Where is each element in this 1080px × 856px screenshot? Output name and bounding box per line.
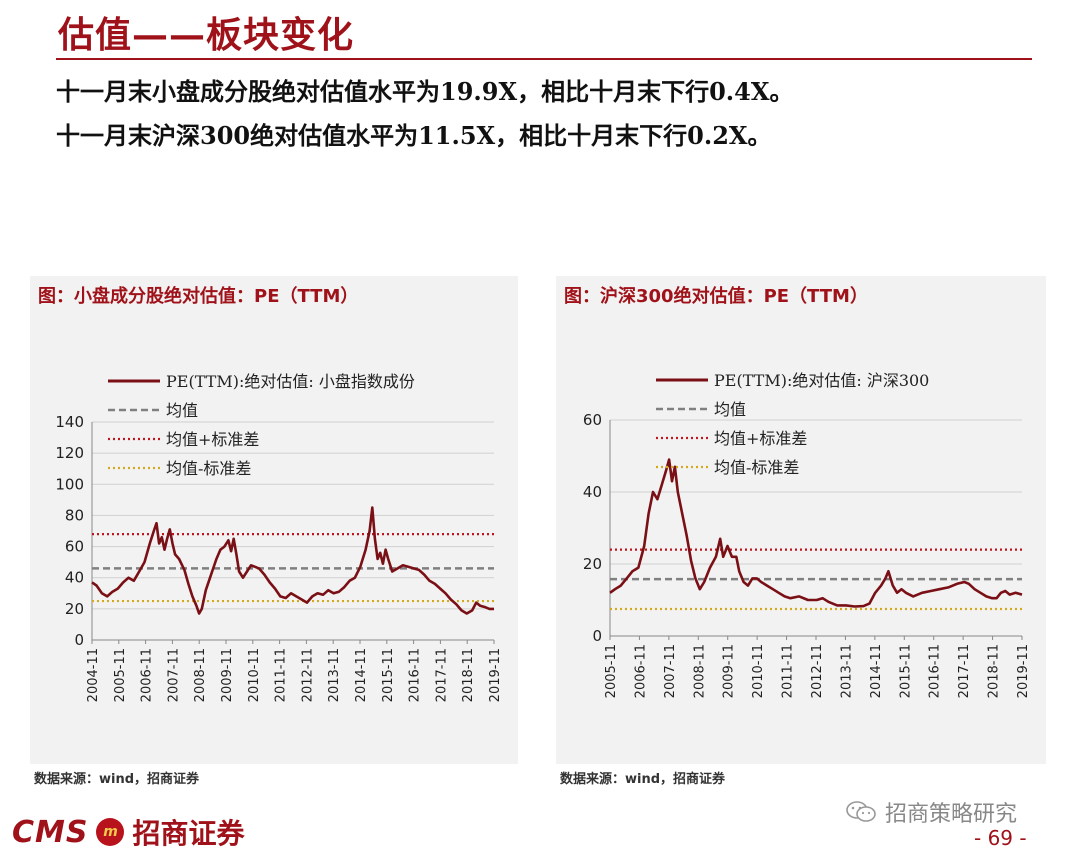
x-tick-label: 2015-11 [898, 644, 913, 698]
legend-label: 均值+标准差 [166, 430, 259, 449]
summary-line-csi300: 十一月末沪深300绝对估值水平为11.5X，相比十月末下行0.2X。 [56, 121, 772, 150]
x-tick-label: 2010-11 [247, 648, 262, 702]
y-tick-label: 80 [65, 506, 84, 524]
wechat-account-name: 招商策略研究 [885, 802, 1018, 827]
x-tick-label: 2012-11 [300, 648, 315, 702]
wechat-icon [846, 801, 876, 822]
x-tick-label: 2004-11 [86, 648, 101, 702]
x-tick-label: 2006-11 [633, 644, 648, 698]
x-tick-label: 2009-11 [220, 648, 235, 702]
data-source-note: 数据来源：wind，招商证券 [560, 772, 726, 787]
chart-caption: 图：小盘成分股绝对估值：PE（TTM） [38, 286, 359, 307]
y-tick-label: 140 [55, 413, 84, 431]
title-rule [56, 58, 1032, 60]
x-tick-label: 2019-11 [488, 648, 503, 702]
legend-label: 均值 [714, 400, 746, 419]
x-tick-label: 2013-11 [327, 648, 342, 702]
chart-panel-small-cap: 图：小盘成分股绝对估值：PE（TTM） 0 20 40 60 80 100 120 140 20… [30, 276, 518, 764]
x-tick-label: 2011-11 [274, 648, 289, 702]
y-tick-label: 60 [583, 411, 602, 429]
x-tick-label: 2008-11 [193, 648, 208, 702]
logo-badge-icon: m [96, 818, 125, 846]
x-tick-label: 2005-11 [113, 648, 128, 702]
legend-label: 均值+标准差 [714, 429, 807, 448]
page-number: - 69 - [974, 826, 1027, 850]
series-line [91, 506, 494, 615]
x-tick-label: 2016-11 [408, 648, 423, 702]
y-tick-label: 60 [65, 538, 84, 556]
x-tick-label: 2018-11 [987, 644, 1002, 698]
y-tick-label: 0 [74, 631, 84, 649]
y-tick-label: 20 [583, 555, 602, 573]
x-tick-label: 2009-11 [722, 644, 737, 698]
x-tick-label: 2016-11 [928, 644, 943, 698]
page-title: 估值——板块变化 [58, 14, 355, 56]
x-tick-label: 2008-11 [692, 644, 707, 698]
y-tick-label: 40 [65, 569, 84, 587]
x-tick-label: 2011-11 [781, 644, 796, 698]
legend-label: 均值-标准差 [166, 459, 251, 478]
legend-label: 均值-标准差 [714, 458, 799, 477]
x-tick-label: 2012-11 [810, 644, 825, 698]
legend-label: 均值 [166, 401, 198, 420]
summary-line-small-cap: 十一月末小盘成分股绝对估值水平为19.9X，相比十月末下行0.4X。 [56, 77, 794, 106]
y-tick-label: 40 [583, 483, 602, 501]
x-tick-label: 2014-11 [354, 648, 369, 702]
x-tick-label: 2018-11 [461, 648, 476, 702]
chart-panel-csi300: 图：沪深300绝对估值：PE（TTM） 0 20 40 60 2005-11 2006-1… [556, 276, 1046, 764]
y-tick-label: 0 [592, 627, 602, 645]
x-tick-label: 2017-11 [957, 644, 972, 698]
data-source-note: 数据来源：wind，招商证券 [34, 772, 200, 787]
legend-label: PE(TTM):绝对估值: 沪深300 [714, 371, 929, 390]
x-tick-label: 2014-11 [869, 644, 884, 698]
x-tick-label: 2006-11 [140, 648, 155, 702]
x-tick-label: 2015-11 [381, 648, 396, 702]
y-tick-label: 120 [55, 444, 84, 462]
x-tick-label: 2005-11 [604, 644, 619, 698]
chart-csi300-pe: 0 20 40 60 2005-11 2006-11 2007-11 2008-11 2009-… [583, 371, 1031, 698]
chart-small-cap-pe: 0 20 40 60 80 100 120 140 2004-11 2005-11 2006-11 2… [55, 372, 503, 702]
x-tick-label: 2017-11 [434, 648, 449, 702]
x-tick-label: 2010-11 [751, 644, 766, 698]
x-tick-label: 2019-11 [1016, 644, 1031, 698]
x-tick-label: 2007-11 [166, 648, 181, 702]
chart-caption: 图：沪深300绝对估值：PE（TTM） [564, 286, 868, 307]
wechat-watermark: 招商策略研究 [845, 796, 1017, 828]
legend-label: PE(TTM):绝对估值: 小盘指数成份 [166, 372, 415, 391]
x-tick-label: 2007-11 [663, 644, 678, 698]
logo-cms-text: CMS [12, 814, 89, 850]
logo-company-name: 招商证券 [132, 817, 245, 850]
y-tick-label: 100 [55, 475, 84, 493]
company-logo: CMS m 招商证券 [12, 814, 245, 851]
x-tick-label: 2013-11 [839, 644, 854, 698]
series-line [609, 458, 1023, 608]
y-tick-label: 20 [65, 600, 84, 618]
